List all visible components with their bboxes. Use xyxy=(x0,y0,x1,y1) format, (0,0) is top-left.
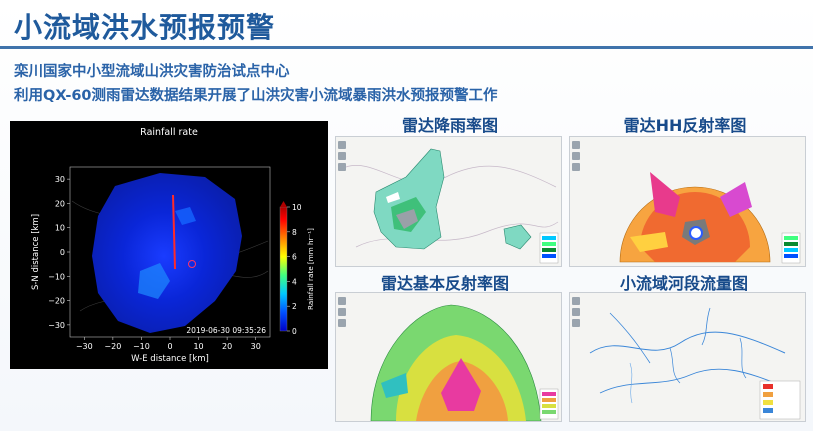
panel-title-rainfall-rate: 雷达降雨率图 xyxy=(401,116,498,135)
colorbar-tick-label: 10 xyxy=(292,203,302,212)
panel-title-river-flow: 小流域河段流量图 xyxy=(619,274,748,293)
radar-echo-area xyxy=(92,173,242,333)
rain-cell xyxy=(175,207,196,225)
x-tick-label: 0 xyxy=(167,342,172,351)
colorbar-tick-label: 0 xyxy=(292,327,297,336)
x-tick-label: 20 xyxy=(222,342,232,351)
y-tick-label: −20 xyxy=(48,297,65,306)
panel-title-hh-reflectivity: 雷达HH反射率图 xyxy=(623,116,747,135)
colorbar xyxy=(279,206,288,332)
rainfall-rate-chart: Rainfall rate −30 −20 −10 0 10 20 30 30 20 10 0 −1… xyxy=(10,121,328,369)
x-tick-label: 30 xyxy=(251,342,261,351)
panel-title-base-reflectivity: 雷达基本反射率图 xyxy=(380,274,509,293)
y-axis: 30 20 10 0 −10 −20 −30 xyxy=(48,175,70,330)
y-tick-label: 10 xyxy=(55,224,65,233)
x-tick-label: 10 xyxy=(193,342,203,351)
map-hh-reflectivity[interactable] xyxy=(569,136,806,267)
rain-cell xyxy=(138,263,170,299)
subtitle-center: 栾川国家中小型流域山洪灾害防治试点中心 xyxy=(14,64,290,80)
x-tick-label: −20 xyxy=(104,342,121,351)
map-rainfall-rate[interactable] xyxy=(335,136,562,267)
y-tick-label: 30 xyxy=(55,175,65,184)
colorbar-extend xyxy=(280,201,287,207)
y-tick-label: 20 xyxy=(55,199,65,208)
map-zoom-controls[interactable] xyxy=(572,297,580,330)
y-tick-label: 0 xyxy=(60,248,65,257)
map-zoom-controls[interactable] xyxy=(338,141,346,174)
timestamp: 2019-06-30 09:35:26 xyxy=(186,326,266,335)
subtitle-description: 利用QX-60测雨雷达数据结果开展了山洪灾害小流域暴雨洪水预报预警工作 xyxy=(14,88,498,104)
x-tick-label: −10 xyxy=(133,342,150,351)
map-river-flow[interactable] xyxy=(569,292,806,422)
map-zoom-controls[interactable] xyxy=(572,141,580,174)
map-base-reflectivity[interactable] xyxy=(335,292,562,422)
map-canvas xyxy=(619,172,801,264)
title-divider xyxy=(0,46,813,49)
y-tick-label: −10 xyxy=(48,272,65,281)
map-canvas xyxy=(589,307,801,420)
colorbar-tick-label: 2 xyxy=(292,302,297,311)
radar-beam-line xyxy=(172,194,176,270)
x-tick-label: −30 xyxy=(76,342,93,351)
colorbar-tick-label: 8 xyxy=(292,228,297,237)
colorbar-tick-label: 4 xyxy=(292,277,297,286)
y-axis-label: S-N distance [km] xyxy=(31,214,41,290)
page-title: 小流域洪水预报预警 xyxy=(14,11,276,44)
x-axis-label: W-E distance [km] xyxy=(131,354,209,364)
map-canvas xyxy=(345,148,559,264)
chart-title: Rainfall rate xyxy=(140,127,198,138)
rainfall-rate-plot: Rainfall rate −30 −20 −10 0 10 20 30 3020100−1… xyxy=(31,127,315,364)
colorbar-tick-label: 6 xyxy=(292,253,297,262)
map-zoom-controls[interactable] xyxy=(338,297,346,330)
map-canvas xyxy=(370,304,559,421)
x-axis: −30 −20 −10 0 10 20 30 xyxy=(76,337,261,351)
radar-site-marker xyxy=(188,260,196,268)
colorbar-label: Rainfall rate [mm hr⁻¹] xyxy=(306,228,315,310)
y-tick-label: −30 xyxy=(48,321,65,330)
colorbar-ticks: 0 2 4 6 8 10 xyxy=(287,203,302,336)
